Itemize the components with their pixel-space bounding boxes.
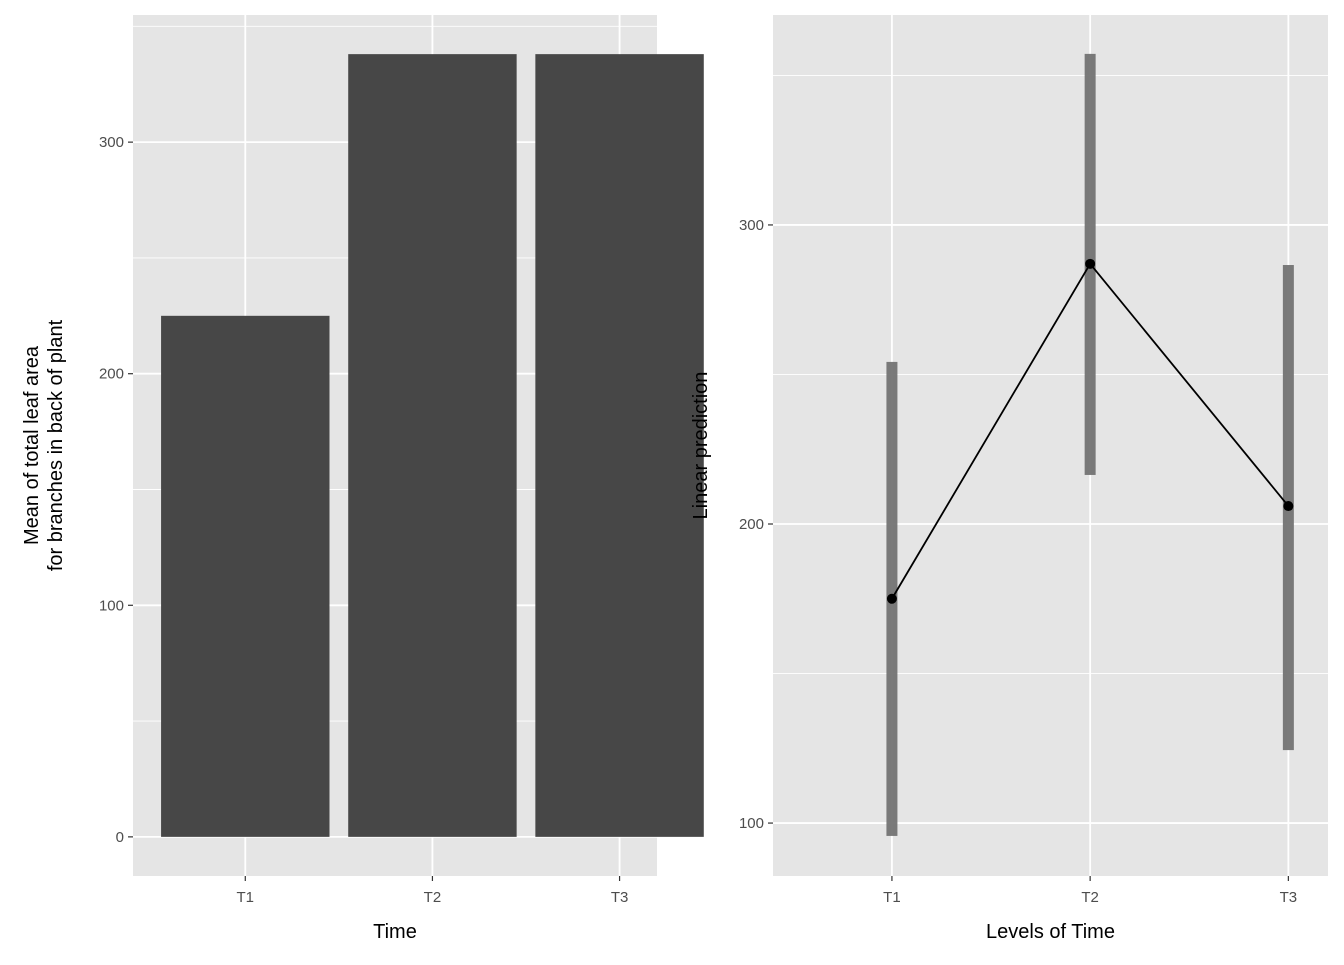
y-tick-label: 100 (99, 597, 124, 614)
point-T3 (1283, 501, 1294, 512)
x-tick-label: T2 (424, 889, 442, 906)
y-tick-label: 300 (99, 134, 124, 151)
y-tick-label: 300 (739, 217, 764, 234)
panel-background (773, 15, 1328, 876)
bar-T1 (161, 315, 330, 837)
x-axis-title: Time (373, 921, 417, 943)
y-axis-title: Linear prediction (690, 372, 712, 520)
panel-2: 100 200 300 T1 T2 T3 Linear prediction Levels o… (690, 15, 1328, 943)
y-tick-label: 200 (739, 516, 764, 533)
bar-T3 (535, 54, 704, 837)
x-tick-label: T1 (883, 889, 901, 906)
y-tick-label: 100 (739, 815, 764, 832)
x-tick-label: T1 (237, 889, 255, 906)
y-axis-title: Mean of total leaf area for branches in b… (21, 319, 67, 571)
y-axis-title-line: for branches in back of plant (45, 319, 67, 571)
y-axis-title-line: Mean of total leaf area (21, 345, 43, 545)
point-T2 (1085, 258, 1096, 269)
bar-T2 (348, 54, 517, 837)
y-tick-label: 200 (99, 366, 124, 383)
x-tick-label: T2 (1081, 889, 1099, 906)
point-T1 (886, 593, 897, 604)
x-tick-label: T3 (1280, 889, 1298, 906)
panel-1: 0 100 200 300 T1 T2 T3 Mean of total leaf area f… (21, 15, 704, 943)
x-axis-title: Levels of Time (986, 921, 1115, 943)
y-tick-label: 0 (116, 829, 124, 846)
x-tick-label: T3 (611, 889, 629, 906)
